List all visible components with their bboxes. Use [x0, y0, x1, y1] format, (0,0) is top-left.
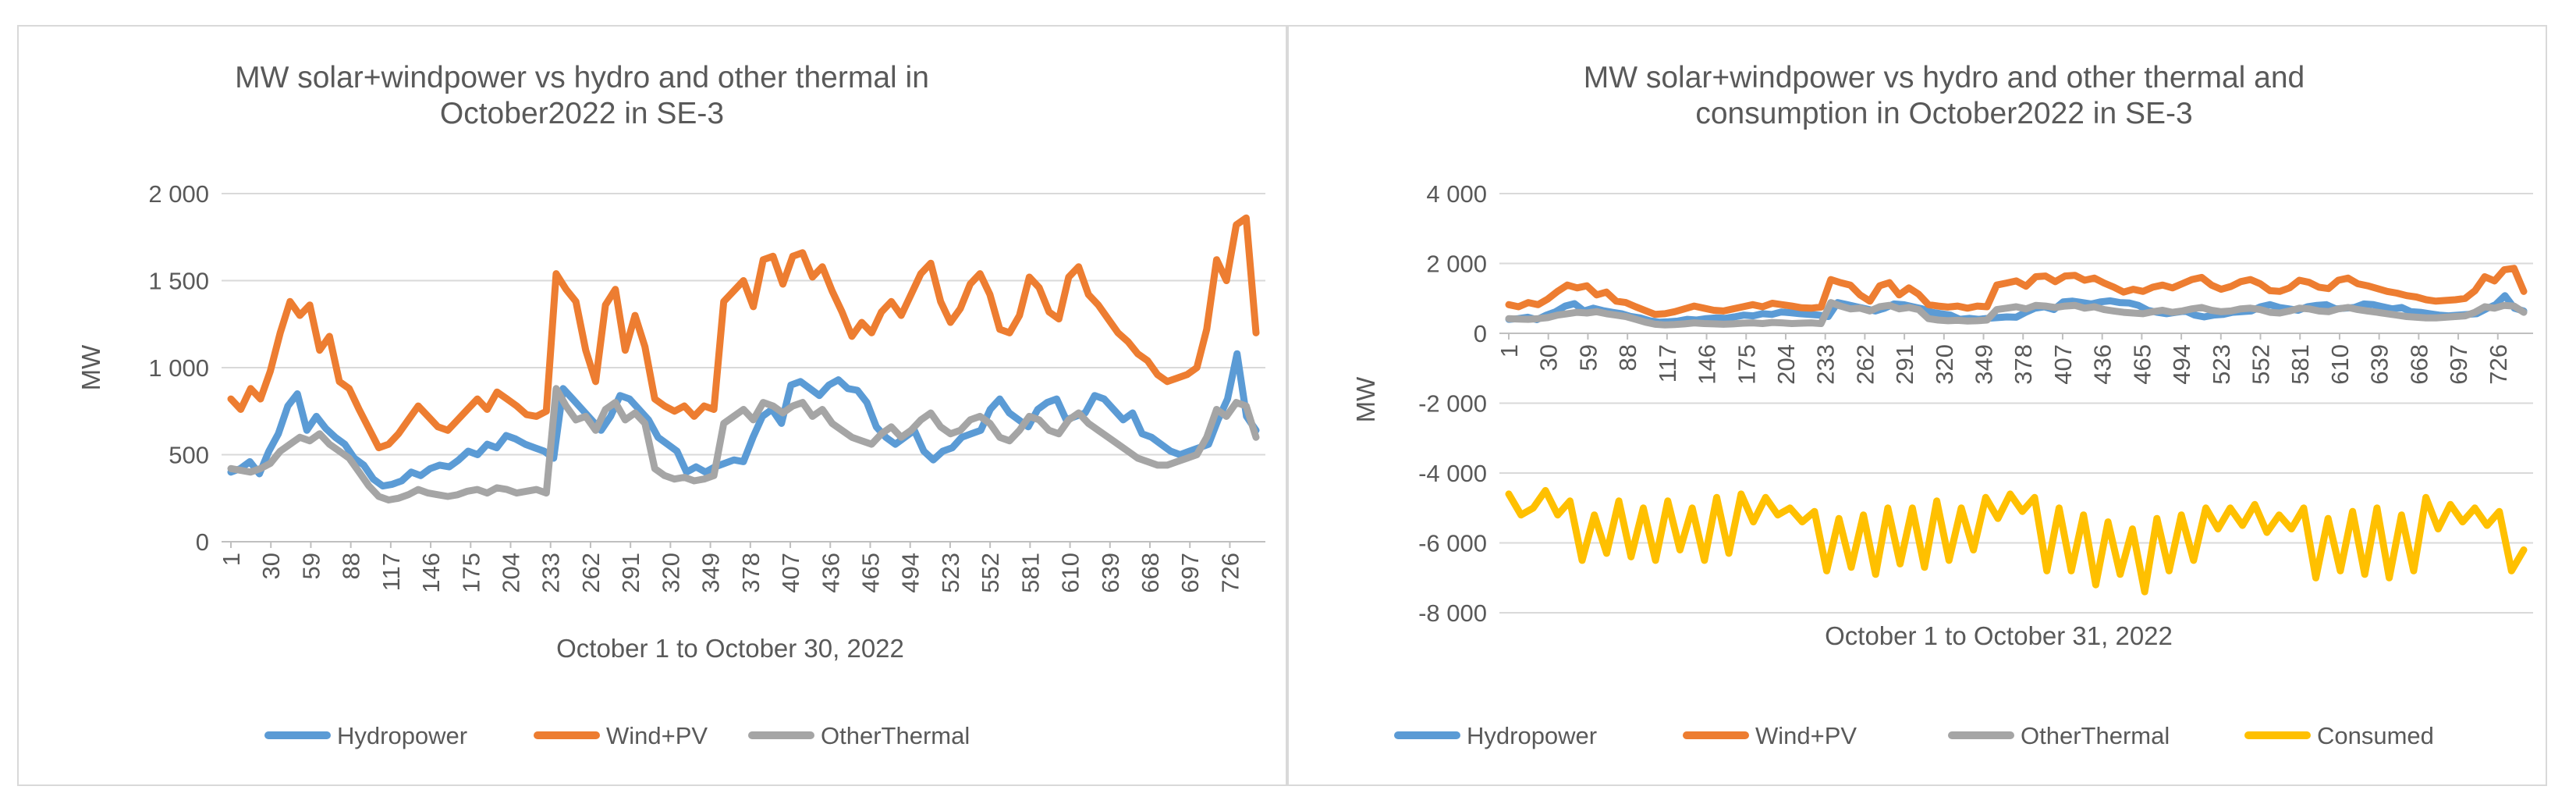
x-tick-label: 407 — [2049, 344, 2077, 385]
series-line-hydropower — [227, 350, 1260, 490]
x-tick-label: 581 — [1017, 553, 1044, 593]
series-line-otherthermal — [227, 385, 1260, 503]
y-tick-label: 0 — [196, 528, 209, 556]
legend-label: OtherThermal — [821, 722, 970, 749]
x-tick-label: 668 — [2405, 344, 2432, 385]
x-tick-label: 697 — [1176, 553, 1204, 593]
x-tick-label: 552 — [2248, 344, 2275, 385]
chart-title-line: MW solar+windpower vs hydro and other th… — [1584, 61, 2305, 94]
legend-label: Wind+PV — [1755, 722, 1857, 749]
x-tick-label: 726 — [1216, 553, 1244, 593]
x-tick-label: 378 — [2010, 344, 2037, 385]
x-tick-label: 291 — [1891, 344, 1918, 385]
y-tick-label: 2 000 — [148, 180, 209, 208]
x-tick-label: 117 — [1654, 344, 1681, 382]
y-tick-label: 2 000 — [1426, 251, 1487, 278]
chart-title-line: October2022 in SE-3 — [440, 97, 724, 130]
x-tick-label: 204 — [498, 553, 525, 593]
x-tick-label: 523 — [937, 553, 964, 593]
x-tick-label: 494 — [2168, 344, 2195, 385]
x-tick-label: 1 — [218, 553, 245, 566]
x-tick-label: 552 — [977, 553, 1004, 593]
x-axis-title: October 1 to October 31, 2022 — [1825, 621, 2173, 650]
series-line-consumed — [1505, 486, 2528, 596]
x-tick-label: 349 — [1971, 344, 1998, 385]
x-tick-label: 59 — [1574, 344, 1602, 371]
y-tick-label: -4 000 — [1418, 460, 1487, 487]
x-tick-label: 88 — [338, 553, 365, 579]
x-tick-label: 494 — [897, 553, 924, 593]
x-tick-label: 465 — [2128, 344, 2156, 385]
x-tick-label: 146 — [1694, 344, 1721, 385]
y-tick-label: -2 000 — [1418, 390, 1487, 418]
x-tick-label: 175 — [1733, 344, 1760, 385]
y-axis-title: MW — [76, 344, 105, 390]
y-tick-label: 1 000 — [148, 354, 209, 382]
y-tick-label: -8 000 — [1418, 599, 1487, 627]
x-tick-label: 436 — [2089, 344, 2117, 385]
x-tick-label: 610 — [2326, 344, 2354, 385]
x-tick-label: 262 — [1851, 344, 1879, 385]
y-tick-label: 4 000 — [1426, 180, 1487, 208]
series-line-otherthermal — [1505, 299, 2528, 329]
x-tick-label: 175 — [457, 553, 484, 593]
y-tick-label: 0 — [1474, 320, 1487, 347]
x-tick-label: 30 — [257, 553, 285, 579]
chart-title-line: MW solar+windpower vs hydro and other th… — [235, 61, 929, 94]
legend-label: Hydropower — [1467, 722, 1597, 749]
x-tick-label: 436 — [817, 553, 844, 593]
x-tick-label: 726 — [2485, 344, 2512, 385]
x-tick-label: 291 — [617, 553, 644, 593]
legend-label: Wind+PV — [606, 722, 708, 749]
legend-label: Hydropower — [337, 722, 467, 749]
x-tick-label: 233 — [1812, 344, 1840, 385]
legend-label: OtherThermal — [2021, 722, 2170, 749]
x-tick-label: 639 — [2366, 344, 2393, 385]
x-tick-label: 1 — [1496, 344, 1523, 358]
x-tick-label: 407 — [777, 553, 804, 593]
y-tick-label: -6 000 — [1418, 530, 1487, 557]
left-chart-svg: MW solar+windpower vs hydro and other th… — [76, 61, 1265, 749]
x-tick-label: 88 — [1614, 344, 1641, 371]
x-tick-label: 465 — [857, 553, 884, 593]
x-tick-label: 204 — [1772, 344, 1800, 385]
y-tick-label: 500 — [169, 442, 209, 469]
x-tick-label: 59 — [297, 553, 325, 579]
x-tick-label: 349 — [697, 553, 725, 593]
x-tick-label: 697 — [2445, 344, 2472, 385]
x-tick-label: 378 — [737, 553, 765, 593]
x-tick-label: 523 — [2208, 344, 2235, 385]
x-tick-label: 639 — [1097, 553, 1124, 593]
x-tick-label: 581 — [2287, 344, 2314, 385]
legend-label: Consumed — [2317, 722, 2434, 749]
x-tick-label: 146 — [417, 553, 445, 593]
x-tick-label: 320 — [1931, 344, 1958, 385]
x-tick-label: 233 — [538, 553, 565, 593]
x-tick-label: 610 — [1057, 553, 1084, 593]
x-tick-label: 30 — [1535, 344, 1563, 371]
x-tick-label: 668 — [1137, 553, 1164, 593]
x-tick-label: 262 — [577, 553, 605, 593]
x-axis-title: October 1 to October 30, 2022 — [556, 634, 904, 663]
right-chart-panel: MW solar+windpower vs hydro and other th… — [1287, 25, 2547, 786]
right-chart-svg: MW solar+windpower vs hydro and other th… — [1351, 61, 2533, 749]
series-line-wind-pv — [1505, 265, 2528, 318]
series-line-wind-pv — [227, 214, 1260, 452]
y-axis-title: MW — [1351, 376, 1380, 422]
x-tick-label: 117 — [378, 553, 405, 591]
chart-title-line: consumption in October2022 in SE-3 — [1695, 97, 2192, 130]
x-tick-label: 320 — [657, 553, 684, 593]
left-chart-panel: MW solar+windpower vs hydro and other th… — [17, 25, 1287, 786]
y-tick-label: 1 500 — [148, 268, 209, 295]
